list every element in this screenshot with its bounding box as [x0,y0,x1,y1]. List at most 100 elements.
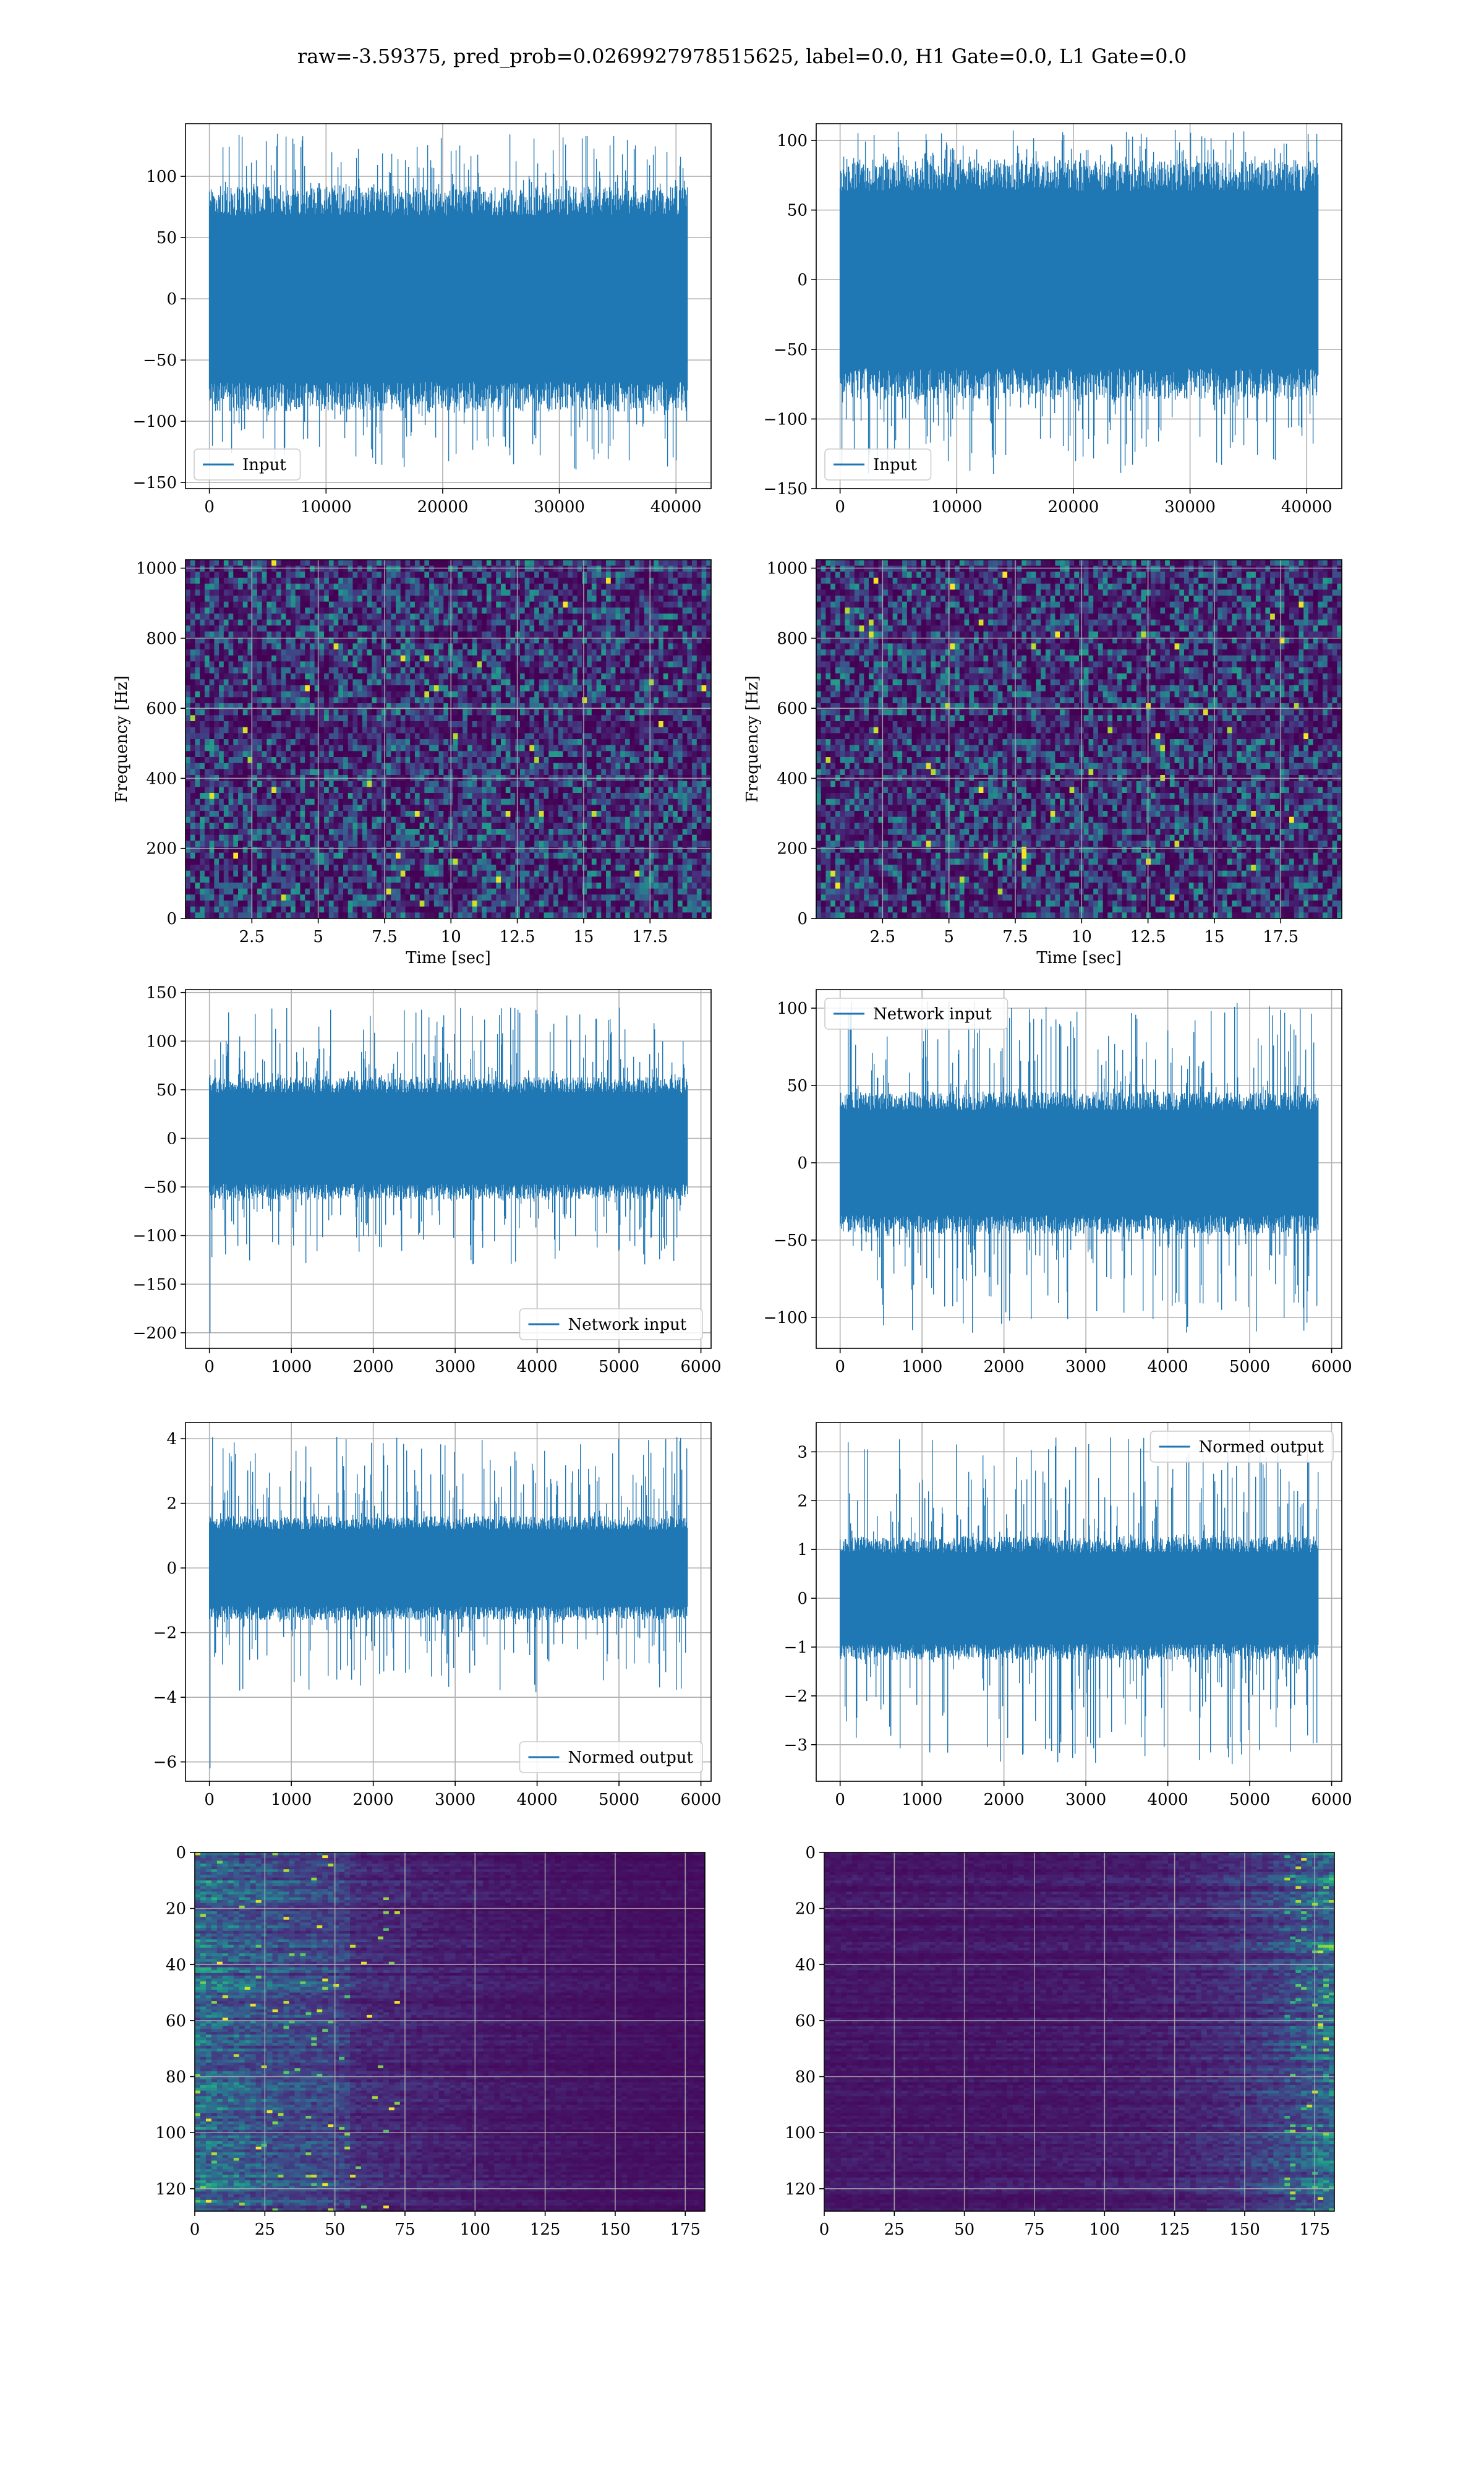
h1-spectrogram-cell [443,751,449,758]
h1-spectrogram-cell [391,703,396,710]
h1-spectrogram-cell [692,733,697,740]
h1-spectrogram-cell [286,781,291,787]
h1-spectrogram-cell [572,679,578,686]
h1-spectrogram-cell [247,631,253,638]
h1-spectrogram-cell [286,811,291,818]
h1-spectrogram-cell [687,607,693,614]
h1-spectrogram-cell [238,643,244,650]
h1-spectrogram-cell [644,619,650,626]
h1-spectrogram-cell [186,673,191,680]
h1-spectrogram-cell [544,643,549,650]
h1-spectrogram-cell [348,596,354,602]
h1-spectrogram-cell [467,578,473,584]
h1-spectrogram-cell [295,625,301,632]
h1-spectrogram-cell [324,637,330,644]
h1-spectrogram-cell [438,697,444,704]
h1-spectrogram-cell [629,571,635,578]
h1-spectrogram-cell [539,733,545,740]
h1-spectrogram-cell [529,589,535,596]
h1-spectrogram-cell [524,798,530,805]
h1-spectrogram-cell [433,667,440,674]
h1-spectrogram-cell [214,691,220,698]
h1-spectrogram-cell [620,805,626,811]
h1-spectrogram-cell [338,763,344,769]
h1-spectrogram-cell [568,601,573,608]
h1-spectrogram-cell [429,607,435,614]
h1-spectrogram-cell [510,811,516,818]
h1-spectrogram-cell [649,798,654,805]
h1-spectrogram-cell [396,560,401,567]
h1-spectrogram-cell [338,691,344,698]
h1-spectrogram-cell [596,619,602,626]
h1-spectrogram-cell [501,751,506,758]
h1-spectrogram-cell [295,751,301,758]
h1-spectrogram-cell [620,679,626,686]
h1-spectrogram-cell [357,649,363,656]
h1-spectrogram-cell [396,721,401,728]
h1-spectrogram-cell [242,805,249,811]
h1-spectrogram-cell [219,625,224,632]
h1-spectrogram-cell [501,691,506,698]
h1-spectrogram-cell [228,823,234,829]
h1-spectrogram-cell [477,560,482,567]
h1-spectrogram-cell [228,607,234,614]
h1-spectrogram-cell [606,733,612,740]
h1-spectrogram-cell [433,589,440,596]
h1-spectrogram-cell [333,583,339,590]
h1-spectrogram-cell [524,565,530,572]
h1-spectrogram-cell [548,673,554,680]
h1-spectrogram-cell [386,691,391,698]
h1-spectrogram-cell [467,661,473,668]
h1-spectrogram-cell [654,697,659,704]
h1-spectrogram-cell [654,787,659,794]
h1-spectrogram-cell [400,763,406,769]
h1-spectrogram-cell [247,655,253,662]
h1-spectrogram-cell [238,781,244,787]
h1-spectrogram-cell [673,583,678,590]
h1-spectrogram-cell [529,679,535,686]
h1-spectrogram-cell [510,679,516,686]
h1-spectrogram-cell [687,816,693,823]
h1-spectrogram-cell [591,781,597,787]
h1-spectrogram-cell [610,667,616,674]
h1-spectrogram-cell [300,583,305,590]
h1-spectrogram-cell [377,793,382,800]
h1-spectrogram-cell [214,769,220,776]
h1-spectrogram-cell [505,655,511,662]
h1-spectrogram-cell [233,763,239,769]
h1-spectrogram-cell [252,625,258,632]
h1-spectrogram-cell [467,625,473,632]
h1-spectrogram-cell [663,601,669,608]
h1-spectrogram-cell [706,751,711,758]
h1-spectrogram-cell [692,661,697,668]
h1-spectrogram-cell [343,637,349,644]
h1-spectrogram-cell [634,625,640,632]
h1-spectrogram-cell [305,583,310,590]
h1-spectrogram-cell [386,625,391,632]
h1-spectrogram-cell [639,565,645,572]
h1-spectrogram-cell [620,685,626,692]
h1-spectrogram-cell [433,751,440,758]
h1-spectrogram-cell [654,739,659,746]
h1-spectrogram-cell [338,751,344,758]
h1-spectrogram-cell [352,769,358,776]
h1-spectrogram-cell [228,565,234,572]
h1-spectrogram-cell [257,769,263,776]
h1-spectrogram-cell [568,745,573,751]
h1-spectrogram-cell [333,667,339,674]
h1-spectrogram-cell [291,823,296,829]
h1-spectrogram-cell [333,798,339,805]
h1-spectrogram-cell [367,607,372,614]
h1-spectrogram-cell [534,816,540,823]
h1-spectrogram-cell [438,715,444,722]
h1-spectrogram-cell [257,685,263,692]
h1-spectrogram-cell [433,715,440,722]
h1-spectrogram-cell [477,614,482,620]
h1-spectrogram-cell [381,691,387,698]
h1-spectrogram-cell [429,631,435,638]
h1-spectrogram-cell [333,661,339,668]
h1-spectrogram-cell [328,614,335,620]
h1-spectrogram-cell [410,578,416,584]
h1-spectrogram-cell [362,619,368,626]
h1-spectrogram-cell [252,655,258,662]
